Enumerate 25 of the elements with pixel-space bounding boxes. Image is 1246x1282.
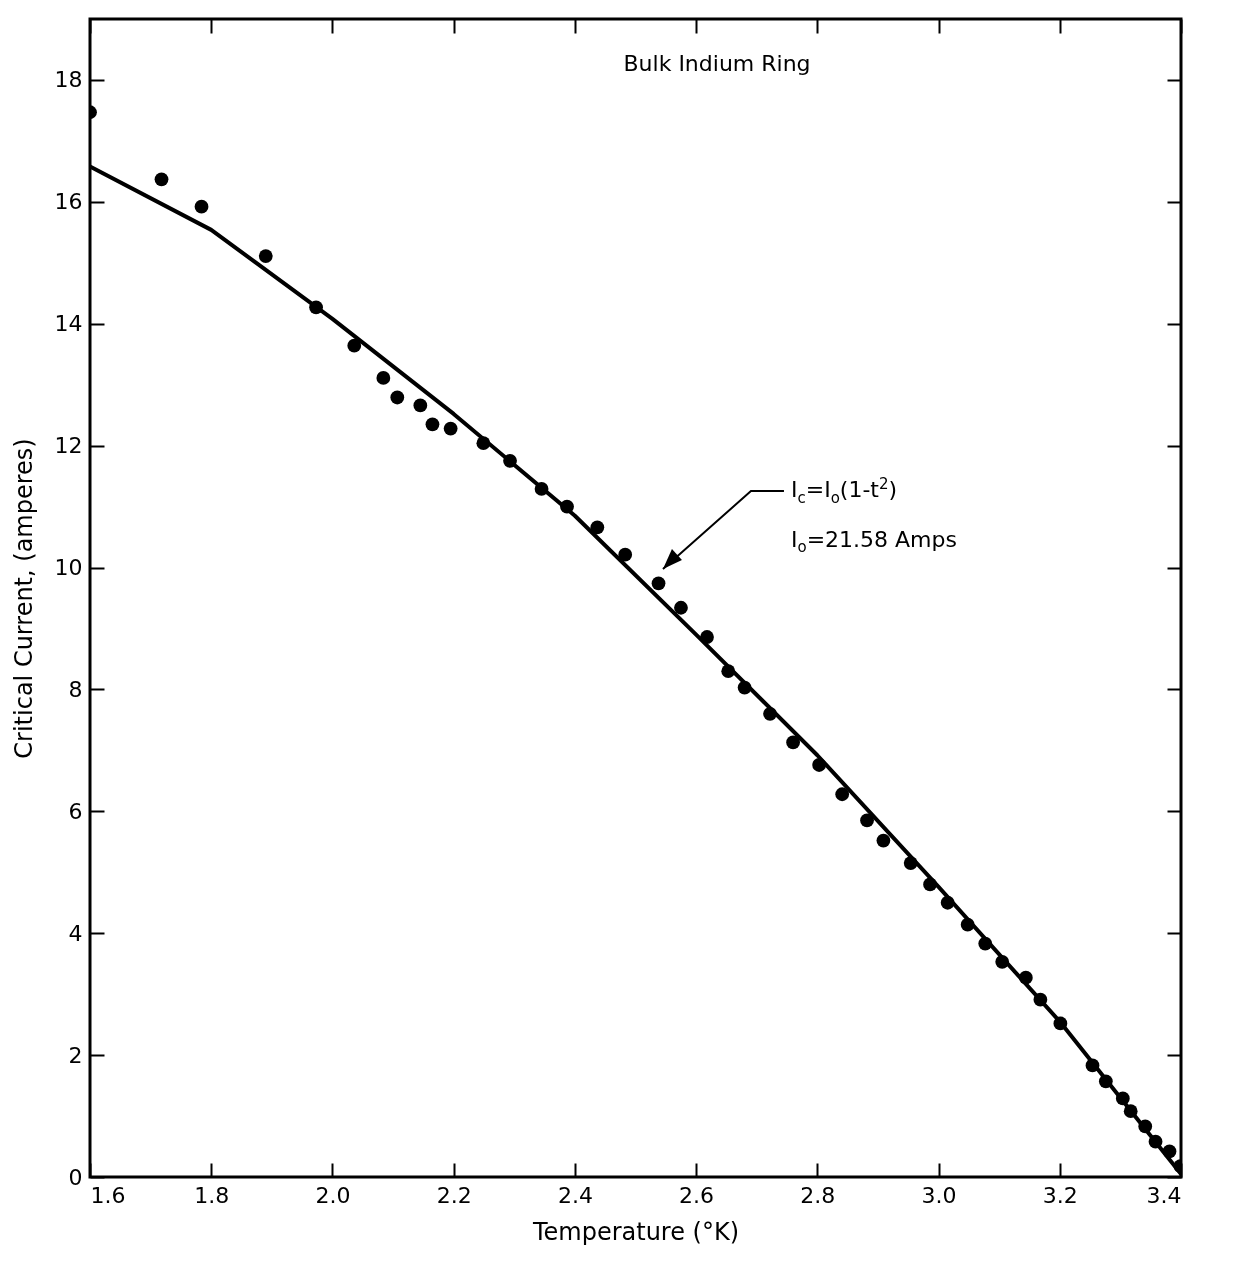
x-axis-title: Temperature (°K) (531, 1217, 740, 1246)
annotation: I$_{c}$=I$_{o}$(1-t$^{2}$) (790, 475, 898, 507)
x-tick-label: 2.2 (436, 1182, 472, 1208)
annotation: Bulk Indium Ring (623, 51, 811, 76)
y-tick-label: 8 (68, 676, 83, 702)
y-tick-label: 4 (68, 920, 83, 946)
x-tick-label: 2.0 (315, 1182, 351, 1208)
x-tick-label: 3.4 (1146, 1182, 1182, 1208)
x-tick-label: 1.8 (194, 1182, 230, 1208)
y-tick-label: 2 (68, 1042, 83, 1068)
y-tick-label: 18 (54, 67, 83, 93)
y-tick-label: 0 (68, 1164, 83, 1190)
y-tick-label: 6 (68, 798, 83, 824)
x-tick-label: 2.6 (679, 1182, 715, 1208)
y-tick-label: 16 (54, 189, 83, 215)
y-tick-label: 10 (54, 555, 83, 581)
x-tick-label: 2.8 (800, 1182, 836, 1208)
y-tick-label: 14 (54, 311, 83, 337)
annotation: I$_{o}$=21.58 Amps (790, 527, 957, 557)
x-tick-label: 2.4 (557, 1182, 593, 1208)
y-axis-title: Critical Current, (amperes) (9, 438, 38, 759)
y-tick-label: 12 (54, 433, 83, 459)
x-tick-label: 1.6 (90, 1182, 126, 1208)
x-tick-label: 3.2 (1042, 1182, 1078, 1208)
x-tick-label: 3.0 (921, 1182, 957, 1208)
